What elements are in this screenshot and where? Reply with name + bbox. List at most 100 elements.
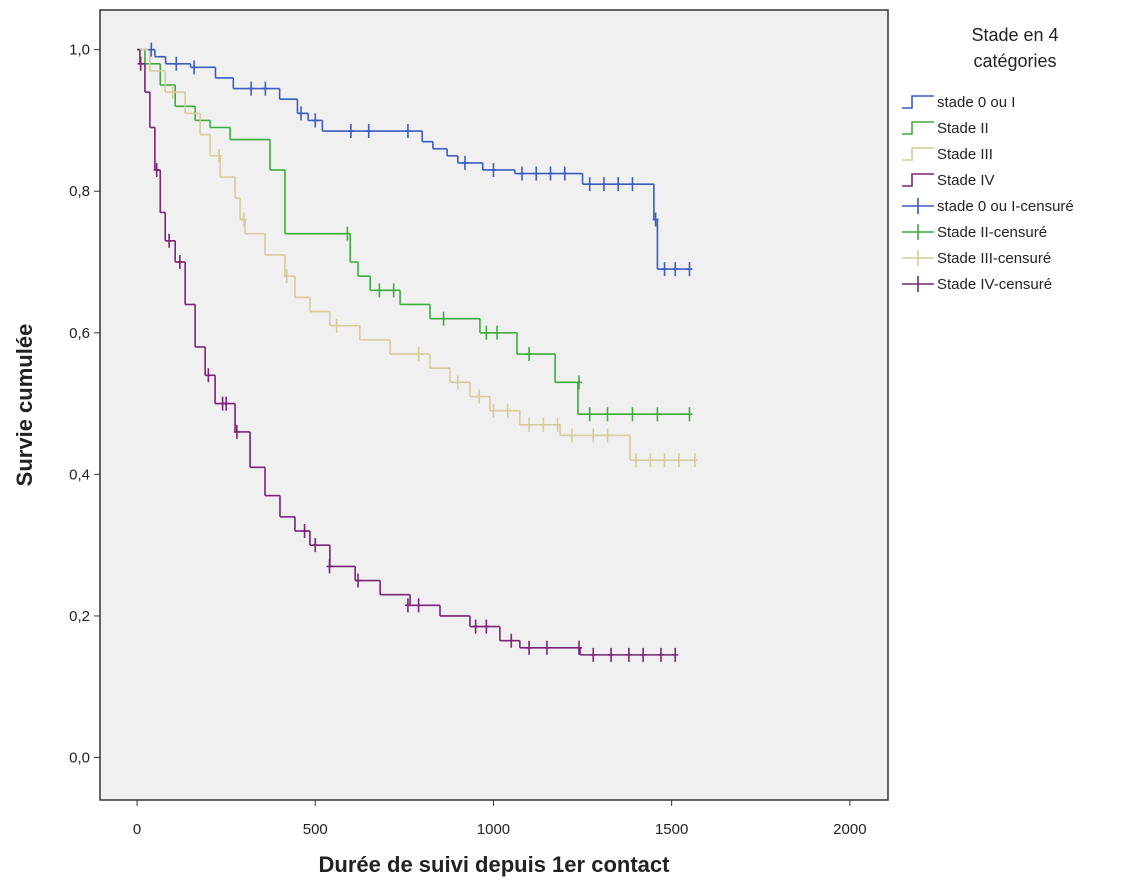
censor-mark xyxy=(518,166,525,181)
censor-mark xyxy=(169,85,176,100)
legend-label: stade 0 ou I-censuré xyxy=(937,198,1074,215)
censor-mark xyxy=(347,124,354,139)
censor-mark xyxy=(173,56,180,71)
censor-mark xyxy=(483,325,490,340)
x-axis-title: Durée de suivi depuis 1er contact xyxy=(319,852,671,877)
censor-mark xyxy=(312,538,319,553)
x-tick-label: 0 xyxy=(133,821,141,838)
legend-title-box: Stade en 4 catégories xyxy=(971,25,1059,71)
legend-swatch xyxy=(902,276,934,292)
censor-mark xyxy=(312,113,319,128)
censor-mark xyxy=(672,262,679,277)
censor-mark xyxy=(590,428,597,443)
censor-mark xyxy=(533,166,540,181)
censor-mark xyxy=(647,453,654,468)
legend-label: Stade IV xyxy=(937,172,995,189)
censor-mark xyxy=(283,269,290,284)
legend-swatch xyxy=(902,147,934,161)
censor-mark xyxy=(640,647,647,662)
legend-label: Stade II xyxy=(937,120,989,137)
censor-mark xyxy=(686,407,693,422)
legend-label: Stade II-censuré xyxy=(937,224,1047,241)
censor-mark xyxy=(415,598,422,613)
censor-mark xyxy=(153,162,160,177)
censor-mark xyxy=(561,166,568,181)
y-tick-label: 0,8 xyxy=(69,183,90,200)
y-tick-label: 0,2 xyxy=(69,608,90,625)
censor-mark xyxy=(476,389,483,404)
legend-swatch xyxy=(902,198,934,214)
censor-mark xyxy=(608,647,615,662)
censor-mark xyxy=(526,640,533,655)
censor-mark xyxy=(461,155,468,170)
y-axis-title: Survie cumulée xyxy=(12,324,37,487)
censor-mark xyxy=(604,428,611,443)
censor-mark xyxy=(547,166,554,181)
x-tick-label: 2000 xyxy=(833,821,866,838)
censor-mark xyxy=(568,428,575,443)
censor-mark xyxy=(661,262,668,277)
censor-mark xyxy=(508,633,515,648)
y-tick-label: 0,0 xyxy=(69,750,90,767)
censor-mark xyxy=(404,124,411,139)
censor-mark xyxy=(600,177,607,192)
censor-mark xyxy=(672,647,679,662)
censor-mark xyxy=(629,177,636,192)
y-tick-label: 0,4 xyxy=(69,466,90,483)
x-tick-label: 1500 xyxy=(655,821,688,838)
censor-mark xyxy=(504,403,511,418)
censor-mark xyxy=(454,375,461,390)
censor-mark xyxy=(205,368,212,383)
censor-mark xyxy=(415,347,422,362)
censor-mark xyxy=(326,559,333,574)
censor-mark xyxy=(576,640,583,655)
censor-mark xyxy=(148,42,155,57)
censor-mark xyxy=(633,453,640,468)
x-tick-label: 1000 xyxy=(477,821,510,838)
censor-mark xyxy=(176,255,183,270)
censor-mark xyxy=(615,177,622,192)
y-tick-label: 1,0 xyxy=(69,42,90,59)
censor-mark xyxy=(344,226,351,241)
censor-mark xyxy=(590,647,597,662)
legend-swatch xyxy=(902,224,934,240)
censor-mark xyxy=(472,619,479,634)
censor-mark xyxy=(483,619,490,634)
censor-mark xyxy=(404,598,411,613)
legend-swatch xyxy=(902,95,934,109)
legend-label: Stade IV-censuré xyxy=(937,276,1052,293)
censor-mark xyxy=(586,177,593,192)
censor-mark xyxy=(301,524,308,539)
censor-mark xyxy=(629,407,636,422)
censor-mark xyxy=(494,325,501,340)
legend-label: Stade III xyxy=(937,146,993,163)
censor-mark xyxy=(191,60,198,75)
censor-mark xyxy=(654,407,661,422)
censor-mark xyxy=(490,162,497,177)
censor-mark xyxy=(166,233,173,248)
censor-mark xyxy=(216,148,223,163)
censor-mark xyxy=(543,640,550,655)
censor-mark xyxy=(540,417,547,432)
censor-mark xyxy=(355,573,362,588)
legend-title: Stade en 4 catégories xyxy=(971,25,1059,71)
censor-mark xyxy=(365,124,372,139)
legend-swatch xyxy=(902,250,934,266)
legend-label: Stade III-censuré xyxy=(937,250,1051,267)
censor-mark xyxy=(625,647,632,662)
censor-mark xyxy=(604,407,611,422)
censor-mark xyxy=(576,375,583,390)
censor-mark xyxy=(248,81,255,96)
censor-mark xyxy=(298,106,305,121)
censor-mark xyxy=(691,453,698,468)
censor-mark xyxy=(652,212,659,227)
censor-mark xyxy=(333,318,340,333)
censor-mark xyxy=(240,212,247,227)
censor-mark xyxy=(223,396,230,411)
censor-mark xyxy=(233,424,240,439)
censor-mark xyxy=(262,81,269,96)
censor-mark xyxy=(390,283,397,298)
censor-mark xyxy=(675,453,682,468)
